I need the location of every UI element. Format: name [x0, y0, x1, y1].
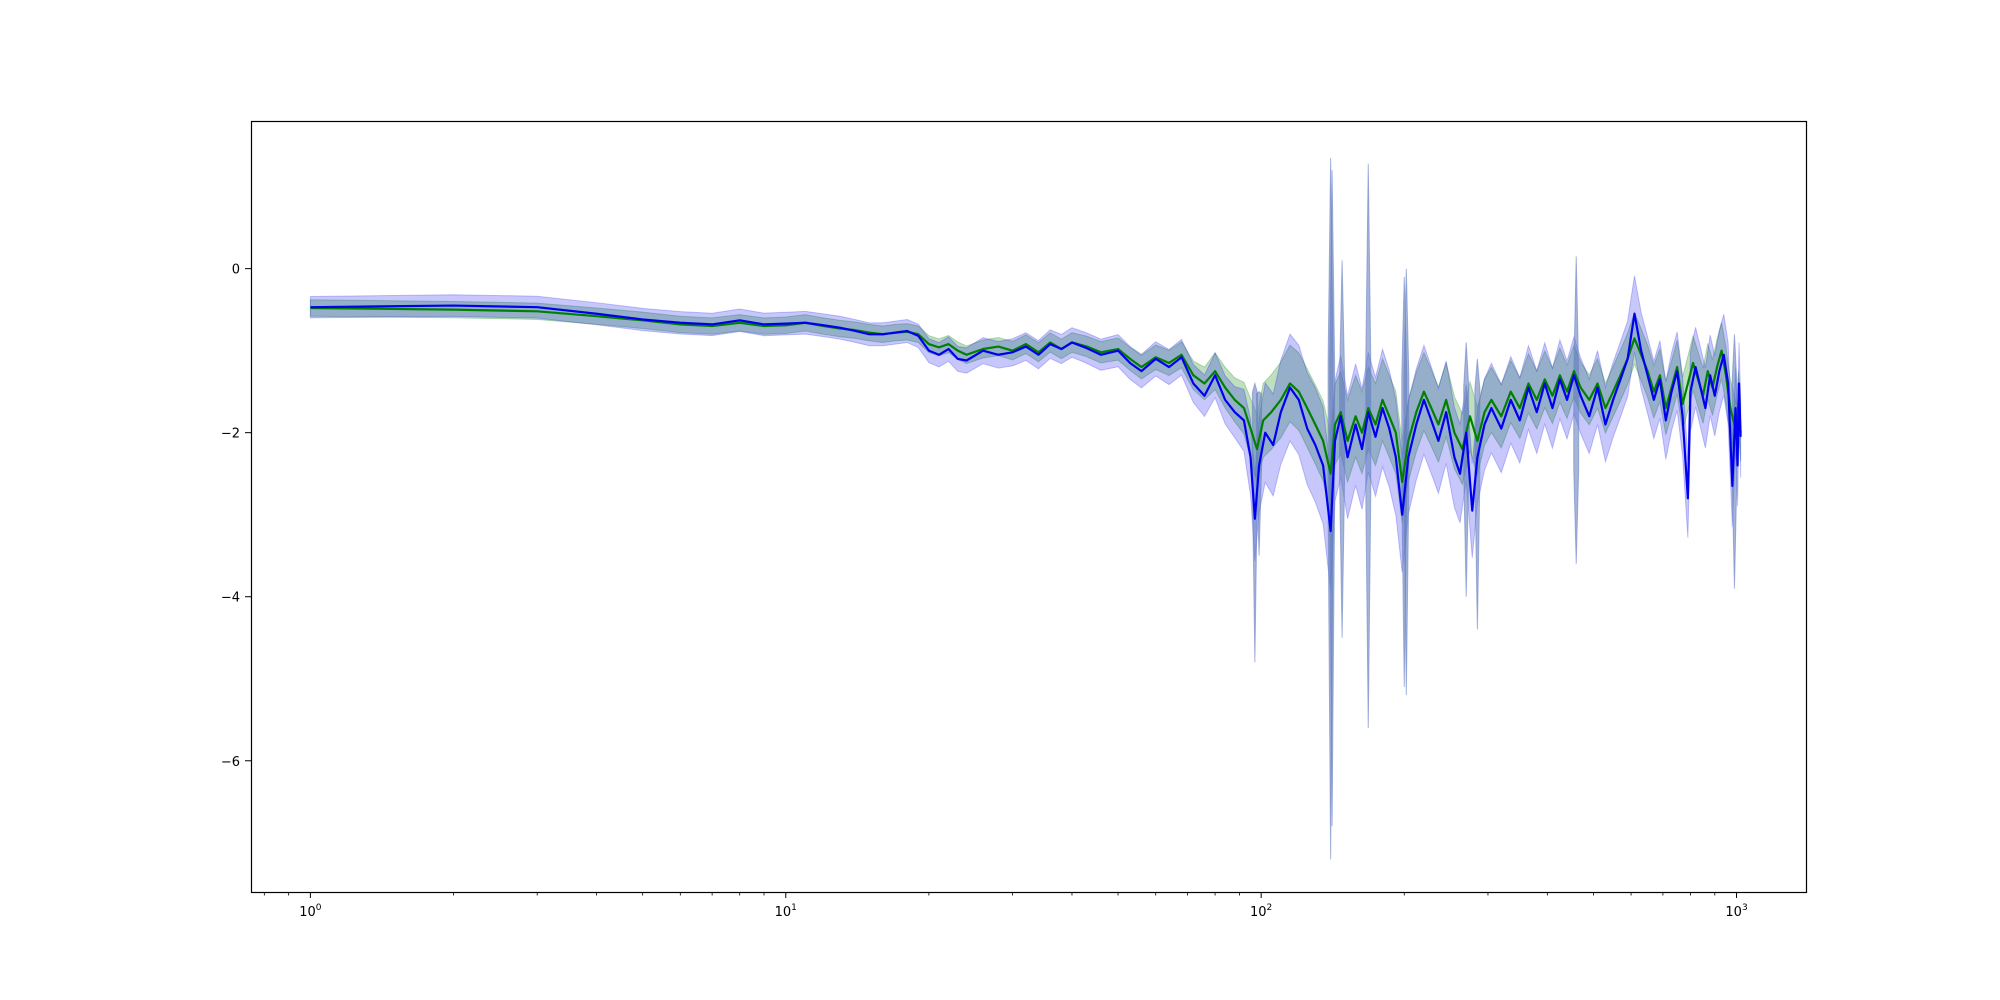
y-tick-label: −4 [221, 591, 240, 606]
axes: 100 101 102 103 0 −2 −4 −6 [221, 263, 1748, 920]
x-tick-label: 101 [775, 903, 797, 920]
series-1-line [310, 306, 1742, 483]
series-lines [310, 304, 1742, 533]
x-tick-label: 100 [299, 903, 322, 920]
x-tick-label: 102 [1250, 903, 1272, 920]
spike-band [1339, 260, 1346, 638]
series-2-band [309, 275, 1742, 591]
y-tick-label: 0 [232, 263, 240, 278]
spike-band [1573, 256, 1580, 564]
x-tick-label: 103 [1725, 903, 1747, 920]
y-tick-label: −2 [221, 427, 240, 442]
y-tick-label: −6 [221, 755, 240, 770]
plot-area [309, 157, 1742, 860]
spike-band [1365, 163, 1372, 728]
series-2-line [310, 304, 1742, 533]
plot-frame [250, 120, 1808, 894]
